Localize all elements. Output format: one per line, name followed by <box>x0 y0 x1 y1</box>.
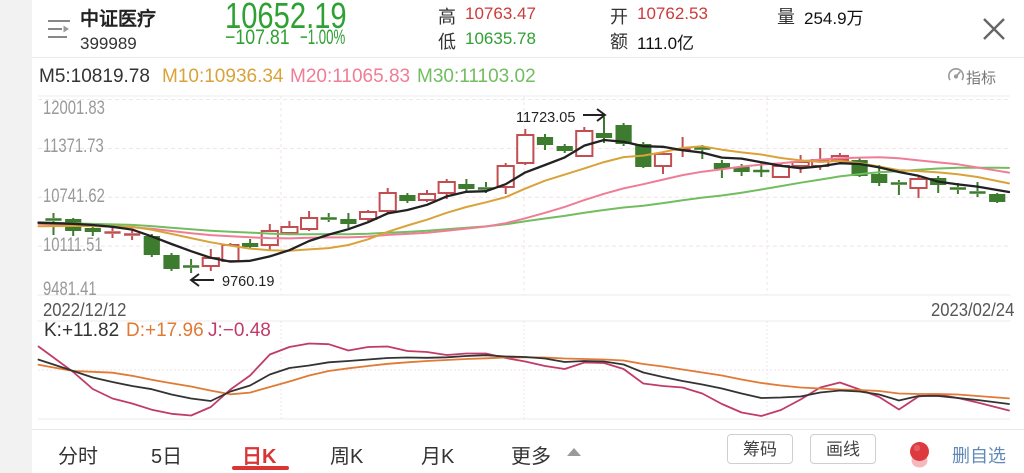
svg-text:11723.05: 11723.05 <box>516 110 575 126</box>
svg-text:9760.19: 9760.19 <box>222 274 274 290</box>
